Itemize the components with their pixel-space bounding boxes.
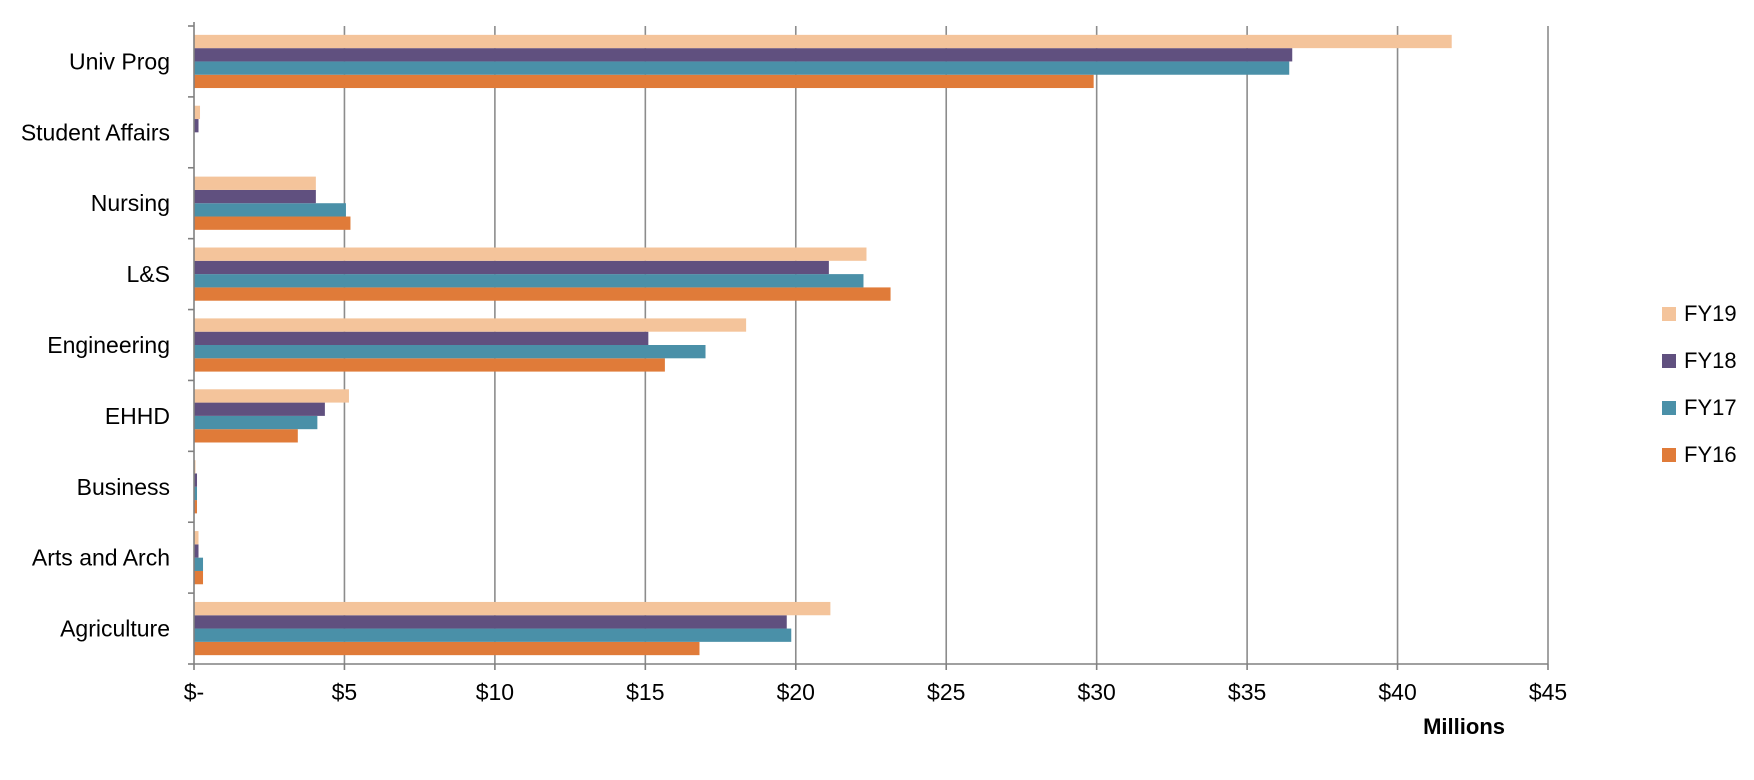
bar-fy17-6 — [194, 203, 346, 217]
x-tick-label-5: $25 — [927, 679, 965, 705]
bar-fy16-3 — [194, 429, 298, 443]
legend-label-fy18: FY18 — [1684, 348, 1737, 373]
x-tick-label-1: $5 — [332, 679, 358, 705]
bar-fy18-6 — [194, 189, 316, 204]
bar-fy16-4 — [194, 358, 665, 372]
axes — [188, 22, 1549, 670]
bar-fy17-5 — [194, 274, 864, 288]
bar-fy16-1 — [194, 570, 204, 585]
x-tick-label-8: $40 — [1378, 679, 1416, 705]
bar-fy19-3 — [194, 389, 349, 403]
bar-fy18-7 — [194, 119, 199, 133]
bar-fy16-2 — [194, 500, 198, 514]
bar-fy16-0 — [194, 641, 700, 656]
bar-fy17-1 — [194, 557, 204, 571]
gridlines — [343, 26, 1549, 664]
bar-fy18-2 — [194, 473, 198, 487]
x-axis-unit-label: Millions — [1423, 714, 1505, 739]
bar-fy17-8 — [194, 61, 1290, 75]
bar-fy17-2 — [194, 486, 198, 501]
x-tick-labels: $- $5 $10 $15 $20 $25 $30 $35 $40 $45 — [184, 679, 1567, 705]
bar-fy18-0 — [194, 615, 787, 629]
bar-fy19-5 — [194, 247, 867, 261]
bar-fy16-8 — [194, 74, 1094, 89]
legend-swatch-fy19 — [1662, 307, 1676, 321]
x-tick-label-6: $30 — [1077, 679, 1115, 705]
bar-fy17-4 — [194, 345, 706, 359]
x-tick-label-0: $- — [184, 679, 204, 705]
category-label-8: Univ Prog — [69, 48, 170, 74]
bar-fy19-8 — [194, 34, 1452, 49]
category-label-3: EHHD — [105, 403, 170, 429]
bar-fy19-4 — [194, 318, 747, 332]
category-label-4: Engineering — [47, 332, 170, 358]
bar-fy18-3 — [194, 402, 325, 416]
bar-fy18-8 — [194, 48, 1293, 62]
legend-swatch-fy18 — [1662, 354, 1676, 368]
x-tick-label-9: $45 — [1529, 679, 1567, 705]
x-tick-label-7: $35 — [1228, 679, 1266, 705]
category-label-5: L&S — [127, 261, 170, 287]
legend-swatch-fy16 — [1662, 448, 1676, 462]
bar-fy18-5 — [194, 260, 829, 275]
category-label-6: Nursing — [91, 190, 170, 216]
bars — [194, 34, 1452, 656]
legend-label-fy19: FY19 — [1684, 301, 1737, 326]
legend-label-fy16: FY16 — [1684, 442, 1737, 467]
x-tick-label-4: $20 — [777, 679, 815, 705]
x-tick-label-2: $10 — [476, 679, 514, 705]
bar-fy18-4 — [194, 331, 649, 345]
bar-fy17-3 — [194, 415, 318, 430]
category-labels: Agriculture Arts and Arch Business EHHD Engi… — [21, 48, 170, 641]
legend-label-fy17: FY17 — [1684, 395, 1737, 420]
category-label-0: Agriculture — [60, 616, 170, 642]
category-label-2: Business — [77, 474, 170, 500]
x-tick-label-3: $15 — [626, 679, 664, 705]
bar-fy16-5 — [194, 287, 891, 301]
bar-fy19-7 — [194, 105, 201, 120]
bar-fy18-1 — [194, 544, 199, 558]
bar-fy19-1 — [194, 531, 199, 545]
category-label-1: Arts and Arch — [32, 545, 170, 571]
bar-fy19-0 — [194, 601, 831, 616]
legend-swatch-fy17 — [1662, 401, 1676, 415]
bar-fy16-6 — [194, 216, 351, 230]
bar-fy17-0 — [194, 628, 792, 642]
category-label-7: Student Affairs — [21, 119, 170, 145]
bar-fy19-6 — [194, 176, 316, 190]
legend: FY19 FY18 FY17 FY16 — [1662, 301, 1737, 467]
